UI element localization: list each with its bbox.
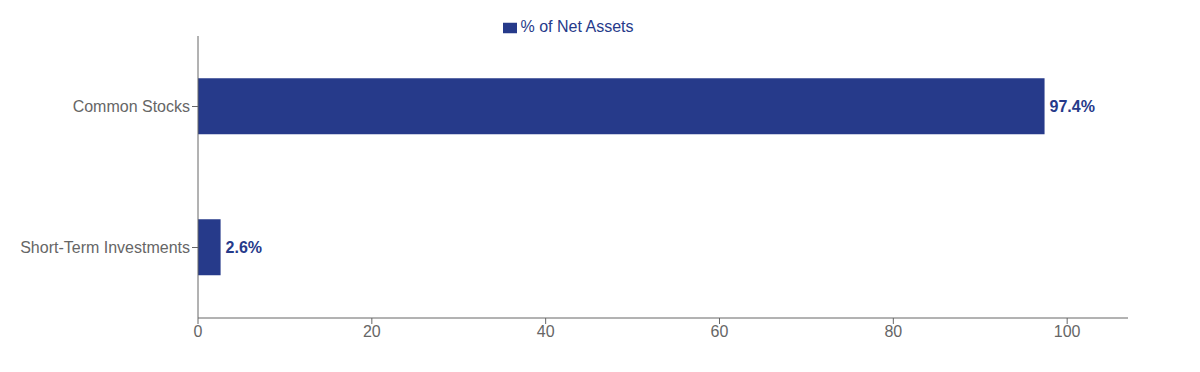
svg-text:40: 40 — [537, 323, 555, 340]
html-text:% of Net Assets: % of Net Assets — [520, 18, 634, 35]
svg-text:Common Stocks: Common Stocks — [73, 98, 190, 115]
svg-text:100: 100 — [1054, 323, 1081, 340]
svg-text:2.6%: 2.6% — [226, 239, 262, 256]
svg-text:Short-Term Investments: Short-Term Investments — [20, 239, 190, 256]
svg-text:60: 60 — [711, 323, 729, 340]
svg-text:80: 80 — [884, 323, 902, 340]
svg-text:0: 0 — [194, 323, 203, 340]
svg-text:97.4%: 97.4% — [1050, 98, 1095, 115]
svg-text:20: 20 — [363, 323, 381, 340]
